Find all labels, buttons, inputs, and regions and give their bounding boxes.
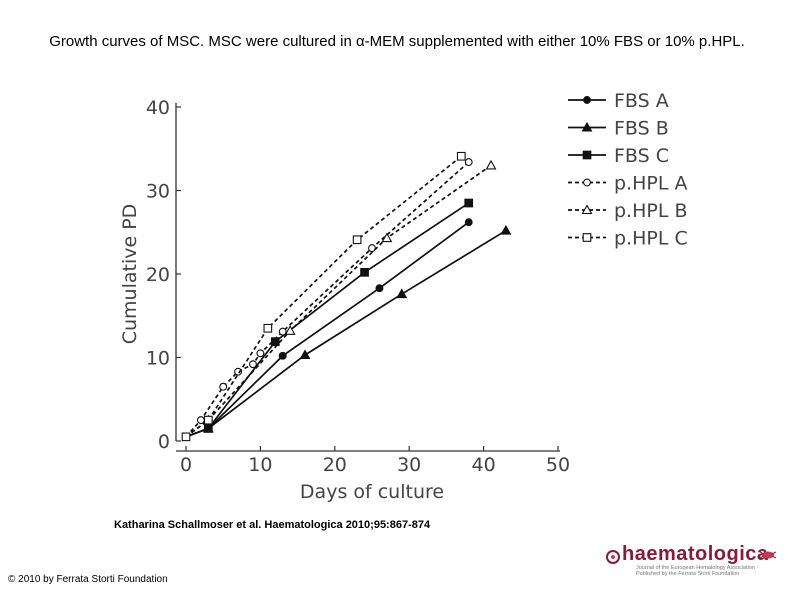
- logo-mark-icon: [606, 550, 620, 564]
- data-point-p-hpl-a: [256, 349, 265, 358]
- logo-wordmark: haematologica: [622, 543, 769, 565]
- legend-marker-fbs-a: [583, 96, 591, 104]
- data-point-fbs-c: [464, 198, 474, 208]
- legend-marker-fbs-c: [582, 150, 592, 160]
- legend-marker-p-hpl-a: [583, 178, 591, 187]
- y-axis-label: Cumulative PD: [119, 204, 141, 345]
- data-point-p-hpl-c: [263, 323, 273, 333]
- y-tick-label: 40: [146, 97, 170, 119]
- series-line-p-hpl-a: [185, 161, 470, 438]
- legend-label-fbs-a: FBS A: [614, 90, 669, 112]
- legend-label-fbs-c: FBS C: [614, 145, 669, 167]
- data-point-fbs-a: [375, 284, 384, 293]
- data-point-fbs-a: [278, 351, 287, 360]
- y-tick-label: 10: [146, 348, 170, 370]
- legend-label-fbs-b: FBS B: [614, 118, 669, 140]
- data-point-fbs-b: [396, 288, 408, 299]
- data-point-p-hpl-b: [381, 232, 393, 243]
- series-line-fbs-a: [185, 221, 470, 438]
- data-point-p-hpl-b: [485, 159, 497, 170]
- legend-marker-p-hpl-b: [581, 204, 593, 215]
- data-point-fbs-c: [360, 267, 369, 277]
- logo-subtitle: Journal of the European Hematology Assoc…: [636, 565, 759, 577]
- data-point-p-hpl-b: [284, 325, 296, 335]
- origin-point: [181, 432, 191, 442]
- x-tick-label: 50: [546, 454, 570, 476]
- legend-label-p-hpl-c: p.HPL C: [614, 228, 688, 250]
- data-point-p-hpl-a: [368, 244, 376, 253]
- x-tick-label: 10: [248, 454, 272, 476]
- data-point-fbs-c: [203, 424, 213, 433]
- data-point-p-hpl-c: [203, 415, 213, 425]
- data-point-p-hpl-a: [219, 382, 228, 391]
- data-point-p-hpl-a: [249, 360, 257, 369]
- data-point-p-hpl-a: [464, 158, 473, 167]
- x-tick-label: 30: [397, 454, 421, 476]
- data-point-fbs-a: [464, 218, 473, 227]
- data-point-p-hpl-a: [278, 327, 287, 336]
- x-tick-label: 40: [472, 454, 496, 476]
- series-line-fbs-b: [185, 229, 507, 438]
- copyright: © 2010 by Ferrata Storti Foundation: [8, 574, 168, 585]
- legend-label-p-hpl-b: p.HPL B: [614, 200, 688, 222]
- y-tick-label: 20: [146, 264, 170, 286]
- x-tick-label: 20: [323, 454, 347, 476]
- data-point-p-hpl-c: [456, 151, 466, 161]
- series-line-fbs-c: [185, 202, 470, 438]
- legend-marker-fbs-b: [581, 121, 593, 132]
- x-axis-label: Days of culture: [300, 481, 444, 503]
- x-tick-label: 0: [180, 454, 192, 476]
- haematologica-logo: haematologica Journal of the European He…: [600, 543, 790, 579]
- legend-label-p-hpl-a: p.HPL A: [614, 173, 687, 195]
- data-point-fbs-b: [299, 349, 311, 360]
- logo-emblem-icon: [759, 551, 777, 559]
- series-line-p-hpl-c: [185, 155, 462, 438]
- citation: Katharina Schallmoser et al. Haematologi…: [114, 519, 431, 531]
- data-point-p-hpl-a: [234, 367, 243, 376]
- data-point-fbs-b: [500, 224, 512, 235]
- data-point-p-hpl-c: [352, 235, 362, 245]
- series-line-p-hpl-b: [185, 164, 492, 438]
- legend-marker-p-hpl-c: [582, 233, 592, 242]
- y-tick-label: 0: [158, 431, 170, 453]
- data-point-p-hpl-a: [196, 416, 205, 425]
- y-tick-label: 30: [146, 181, 170, 203]
- slide-title: Growth curves of MSC. MSC were cultured …: [49, 33, 745, 50]
